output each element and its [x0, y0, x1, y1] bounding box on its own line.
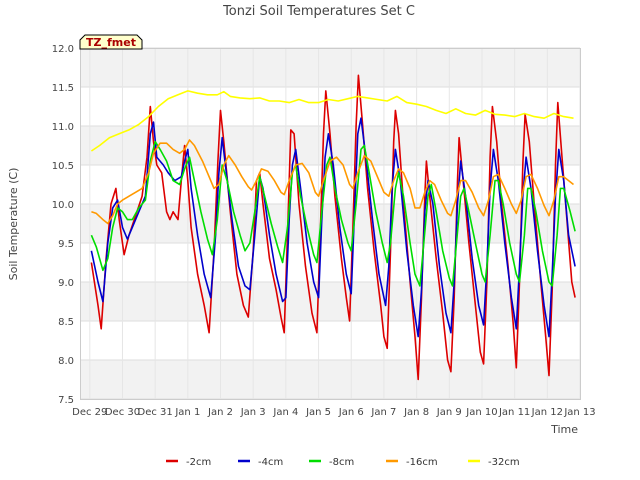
- y-tick-label: 12.0: [52, 44, 74, 55]
- series-line-4cm: [90, 117, 576, 338]
- x-tick-label: Jan 11: [498, 407, 530, 418]
- y-tick-label: 9.5: [58, 239, 74, 250]
- series-lines: [90, 74, 576, 381]
- series-line-16cm: [91, 139, 574, 225]
- x-tick-label: Jan 6: [338, 407, 364, 418]
- x-tick-label: Jan 8: [403, 407, 429, 418]
- y-tick-label: 8.5: [58, 317, 74, 328]
- x-tick-label: Dec 31: [138, 407, 173, 418]
- plot-band: [80, 282, 580, 321]
- legend-label: -4cm: [258, 457, 283, 468]
- legend-label: -8cm: [329, 457, 354, 468]
- y-tick-label: 11.0: [52, 122, 74, 133]
- annotation-box: TZ_fmet: [79, 34, 143, 50]
- x-tick-label: Jan 13: [563, 407, 595, 418]
- x-tick-label: Jan 7: [370, 407, 396, 418]
- plot-band: [80, 48, 580, 87]
- x-axis-label: Time: [550, 423, 578, 436]
- x-tick-label: Jan 1: [174, 407, 200, 418]
- y-tick-label: 10.0: [52, 200, 74, 211]
- plot-frame: [80, 48, 581, 400]
- x-tick-label: Jan 3: [240, 407, 266, 418]
- x-tick-label: Jan 4: [272, 407, 298, 418]
- series-line-32cm: [90, 90, 574, 152]
- legend-label: -2cm: [186, 457, 211, 468]
- y-tick-label: 8.0: [58, 356, 74, 367]
- legend: -2cm -4cm -8cm -16cm -32cm: [166, 457, 520, 468]
- legend-label: -32cm: [488, 457, 520, 468]
- y-tick-label: 9.0: [58, 278, 74, 289]
- y-tick-labels: 7.5 8.0 8.5 9.0 9.5 10.0 10.5 11.0 11.5 12.0: [52, 44, 74, 406]
- annotation-label: TZ_fmet: [86, 36, 136, 49]
- x-tick-label: Dec 29: [72, 407, 107, 418]
- y-tick-label: 7.5: [58, 395, 74, 406]
- x-tick-label: Jan 12: [531, 407, 563, 418]
- legend-label: -16cm: [406, 457, 438, 468]
- plot-band: [80, 360, 580, 399]
- series-line-2cm: [90, 74, 576, 381]
- y-tick-label: 10.5: [52, 161, 74, 172]
- chart-title: Tonzi Soil Temperatures Set C: [222, 4, 415, 19]
- plot-band: [80, 204, 580, 243]
- x-tick-label: Jan 2: [207, 407, 233, 418]
- x-tick-label: Jan 9: [436, 407, 462, 418]
- y-axis-label: Soil Temperature (C): [7, 168, 20, 281]
- y-tick-label: 11.5: [52, 83, 74, 94]
- x-tick-label: Dec 30: [105, 407, 140, 418]
- grid-lines: [80, 47, 581, 400]
- x-tick-label: Jan 5: [305, 407, 331, 418]
- x-tick-label: Jan 10: [465, 407, 497, 418]
- series-line-8cm: [90, 140, 576, 287]
